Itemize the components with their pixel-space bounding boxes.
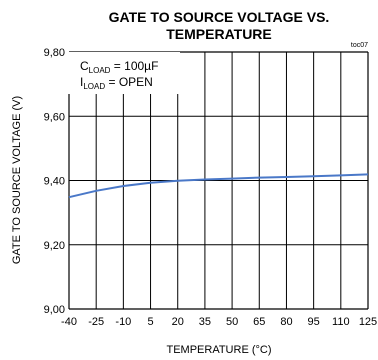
chart-title-line-2: TEMPERATURE <box>166 26 272 42</box>
chart-title-line-1: GATE TO SOURCE VOLTAGE VS. <box>109 9 330 25</box>
series-layer <box>68 173 369 199</box>
y-tick-label: 9,20 <box>44 240 65 252</box>
x-tick-label: -40 <box>61 316 77 328</box>
y-tick-label: 9,00 <box>44 304 65 316</box>
x-tick-label: 65 <box>253 316 265 328</box>
y-tick-label: 9,80 <box>44 47 65 59</box>
y-axis-label: GATE TO SOURCE VOLTAGE (V) <box>11 96 23 264</box>
x-tick-label: 95 <box>308 316 320 328</box>
x-tick-label: -25 <box>88 316 104 328</box>
y-tick-label: 9,40 <box>44 176 65 188</box>
annotation-box <box>68 52 180 94</box>
x-tick-label: 20 <box>172 316 184 328</box>
x-tick-label: 125 <box>359 316 377 328</box>
series-line <box>68 173 369 199</box>
x-tick-label: 50 <box>226 316 238 328</box>
x-tick-label: 35 <box>199 316 211 328</box>
annotation-line-2: ILOAD = OPEN <box>80 75 153 91</box>
x-tick-label: 110 <box>332 316 350 328</box>
tick-labels: -40 -25 -10 5 20 35 50 65 80 95 110 125 9,80 9,60 9,40… <box>44 47 378 328</box>
chart-code: toc07 <box>351 42 368 49</box>
x-tick-label: 80 <box>280 316 292 328</box>
x-tick-label: -10 <box>115 316 131 328</box>
annotation-line-1: CLOAD = 100µF <box>80 59 158 75</box>
x-axis-label: TEMPERATURE (°C) <box>166 344 271 356</box>
x-tick-label: 5 <box>147 316 153 328</box>
y-tick-label: 9,60 <box>44 111 65 123</box>
